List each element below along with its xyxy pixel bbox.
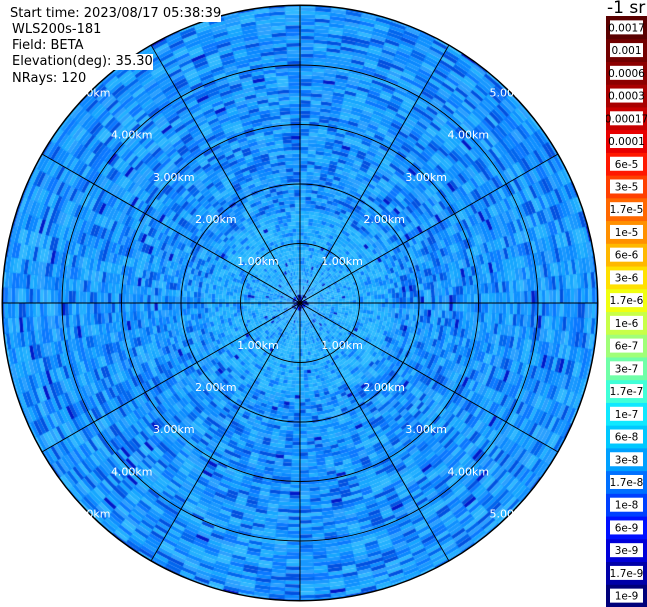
colorbar-tick-label: 0.0017 xyxy=(608,22,645,34)
colorbar-label-bg xyxy=(610,293,643,308)
azimuth-spoke-210 xyxy=(150,302,301,562)
colorbar-label-bg xyxy=(610,497,643,512)
colorbar-tick-label: 3e-6 xyxy=(615,272,639,284)
range-label: 4.00km xyxy=(111,129,153,142)
colorbar-tick-label: 6e-5 xyxy=(615,159,639,171)
colorbar-label-bg xyxy=(610,111,643,126)
range-label: 3.00km xyxy=(405,423,447,436)
azimuth-spoke-30 xyxy=(299,44,450,304)
colorbar: 1e-9 1.7e-9 3e-9 6e-9 1e-8 1.7e-8 3e-8 6e-8 1e-7… xyxy=(606,16,647,607)
range-label: 1.00km xyxy=(237,255,279,268)
colorbar-label-bg xyxy=(610,247,643,262)
range-label: 1.00km xyxy=(321,339,363,352)
azimuth-spoke-120 xyxy=(299,302,559,453)
colorbar-tick-label: 1.7e-7 xyxy=(610,386,644,398)
range-label: 3.00km xyxy=(405,171,447,184)
range-label: 4.00km xyxy=(447,129,489,142)
elevation-label: Elevation(deg): 35.30 xyxy=(12,54,153,70)
colorbar-label-bg xyxy=(610,406,643,421)
colorbar-label-bg xyxy=(610,224,643,239)
colorbar-tick-label: 3e-7 xyxy=(615,363,639,375)
range-label: 4.00km xyxy=(111,465,153,478)
range-label: 2.00km xyxy=(363,213,405,226)
colorbar-tick-label: 0.001 xyxy=(611,45,641,57)
colorbar-tick-label: 0.0003 xyxy=(608,91,645,103)
colorbar-label-bg xyxy=(610,361,643,376)
colorbar-tick-label: 1.7e-5 xyxy=(610,204,644,216)
colorbar-tick-label: 3e-5 xyxy=(615,181,639,193)
colorbar-label-bg xyxy=(610,565,643,580)
colorbar-tick-label: 1e-5 xyxy=(615,227,639,239)
colorbar-tick-label: 3e-8 xyxy=(615,454,639,466)
colorbar-tick-label: 0.0001 xyxy=(608,136,645,148)
colorbar-label-bg xyxy=(610,179,643,194)
colorbar-tick-label: 1.7e-9 xyxy=(610,568,644,580)
range-label: 4.00km xyxy=(447,465,489,478)
range-label: 5.00km xyxy=(69,507,111,520)
colorbar-tick-label: 6e-9 xyxy=(615,522,639,534)
colorbar-tick-label: 0.0006 xyxy=(608,68,645,80)
colorbar-label-bg xyxy=(610,429,643,444)
colorbar-label-bg xyxy=(610,588,643,603)
range-label: 2.00km xyxy=(195,381,237,394)
colorbar-tick-label: 1.7e-6 xyxy=(610,295,644,307)
colorbar-label-bg xyxy=(610,543,643,558)
start-time-label: Start time: 2023/08/17 05:38:39 xyxy=(10,6,222,22)
colorbar-label-bg xyxy=(610,315,643,330)
azimuth-spoke-300 xyxy=(41,153,301,304)
colorbar-label-bg xyxy=(610,65,643,80)
colorbar-label-bg xyxy=(610,452,643,467)
colorbar-label-bg xyxy=(610,134,643,149)
range-label: 5.00km xyxy=(490,507,532,520)
azimuth-spoke-150 xyxy=(299,302,450,562)
colorbar-tick-label: 1e-9 xyxy=(615,591,639,603)
instrument-label: WLS200s-181 xyxy=(12,22,102,37)
range-label: 1.00km xyxy=(321,255,363,268)
colorbar-label-bg xyxy=(610,270,643,285)
ppi-plot: 1.00km 1.00km 1.00km 1.00km 2.00km 2.00km 2.00… xyxy=(1,4,599,602)
range-label: 3.00km xyxy=(153,171,195,184)
range-label: 5.00km xyxy=(69,87,111,100)
colorbar-tick-label: 6e-7 xyxy=(615,341,639,353)
colorbar-tick-label: 1.7e-8 xyxy=(610,477,644,489)
colorbar-label-bg xyxy=(610,520,643,535)
colorbar-tick-label: 0.00017 xyxy=(606,113,647,125)
units-label: -1 sr xyxy=(607,0,646,18)
azimuth-spoke-330 xyxy=(150,44,301,304)
azimuth-spoke-240 xyxy=(41,302,301,453)
azimuth-spoke-60 xyxy=(299,153,559,304)
colorbar-label-bg xyxy=(610,338,643,353)
range-label: 2.00km xyxy=(195,213,237,226)
colorbar-tick-label: 6e-8 xyxy=(615,432,639,444)
colorbar-label-bg xyxy=(610,156,643,171)
range-label: 3.00km xyxy=(153,423,195,436)
colorbar-tick-label: 6e-6 xyxy=(615,250,639,262)
colorbar-label-bg xyxy=(610,202,643,217)
colorbar-tick-label: 1e-8 xyxy=(615,500,639,512)
colorbar-label-bg xyxy=(610,88,643,103)
range-label: 1.00km xyxy=(237,339,279,352)
colorbar-label-bg xyxy=(610,20,643,35)
colorbar-label-bg xyxy=(610,384,643,399)
nrays-label: NRays: 120 xyxy=(12,71,87,86)
range-label: 5.00km xyxy=(490,87,532,100)
colorbar-tick-label: 1e-6 xyxy=(615,318,639,330)
colorbar-tick-label: 3e-9 xyxy=(615,545,639,557)
range-label: 2.00km xyxy=(363,381,405,394)
field-label: Field: BETA xyxy=(12,38,84,53)
range-labels: 1.00km 1.00km 1.00km 1.00km 2.00km 2.00km 2.00… xyxy=(69,87,531,521)
polar-grid xyxy=(1,4,599,602)
colorbar-label-bg xyxy=(610,474,643,489)
colorbar-label-bg xyxy=(610,43,643,58)
colorbar-tick-label: 1e-7 xyxy=(615,409,639,421)
